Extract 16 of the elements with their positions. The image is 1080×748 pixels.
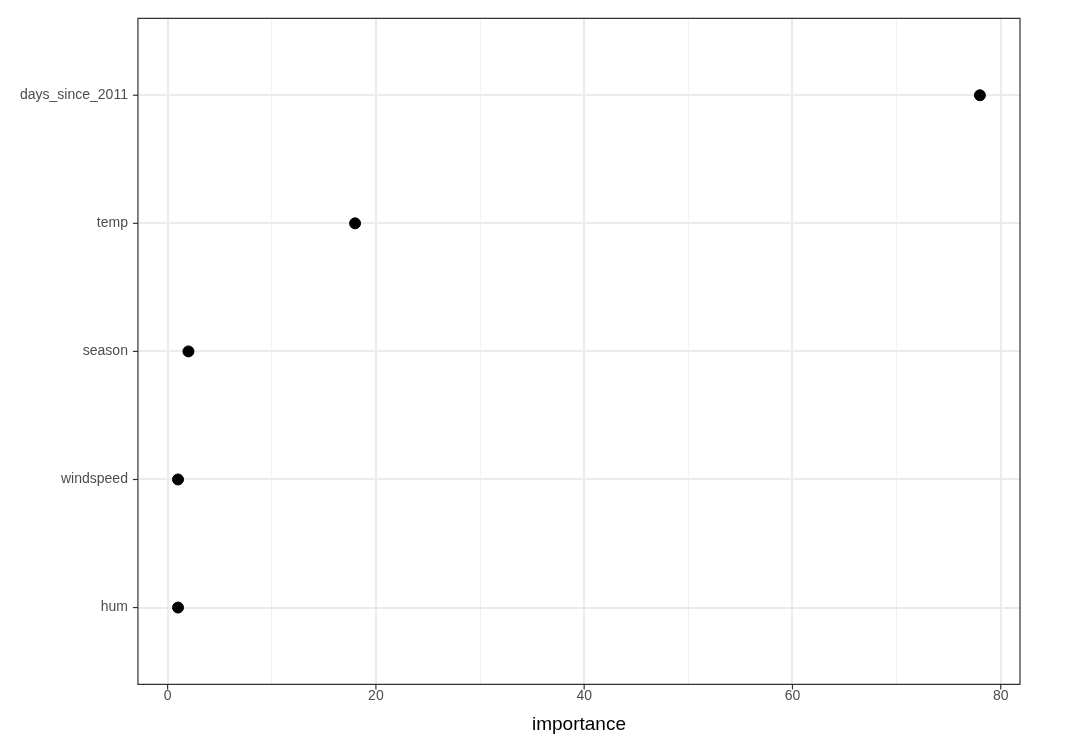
x-axis-title: importance: [531, 712, 626, 734]
y-tick-label: days_since_2011: [20, 86, 129, 103]
point: [349, 217, 362, 230]
y-tick-label: hum: [100, 598, 128, 615]
point: [172, 473, 185, 486]
point: [973, 89, 986, 102]
x-tick-label: 0: [163, 686, 172, 703]
point: [182, 345, 195, 358]
x-tick-label: 20: [368, 686, 384, 703]
y-tick-label: season: [82, 342, 128, 359]
x-tick-label: 60: [784, 686, 801, 703]
y-tick-label: temp: [96, 214, 129, 231]
point: [172, 601, 185, 614]
x-tick-label: 40: [576, 686, 593, 703]
x-tick-label: 80: [992, 686, 1009, 703]
y-tick-label: windspeed: [60, 470, 128, 487]
